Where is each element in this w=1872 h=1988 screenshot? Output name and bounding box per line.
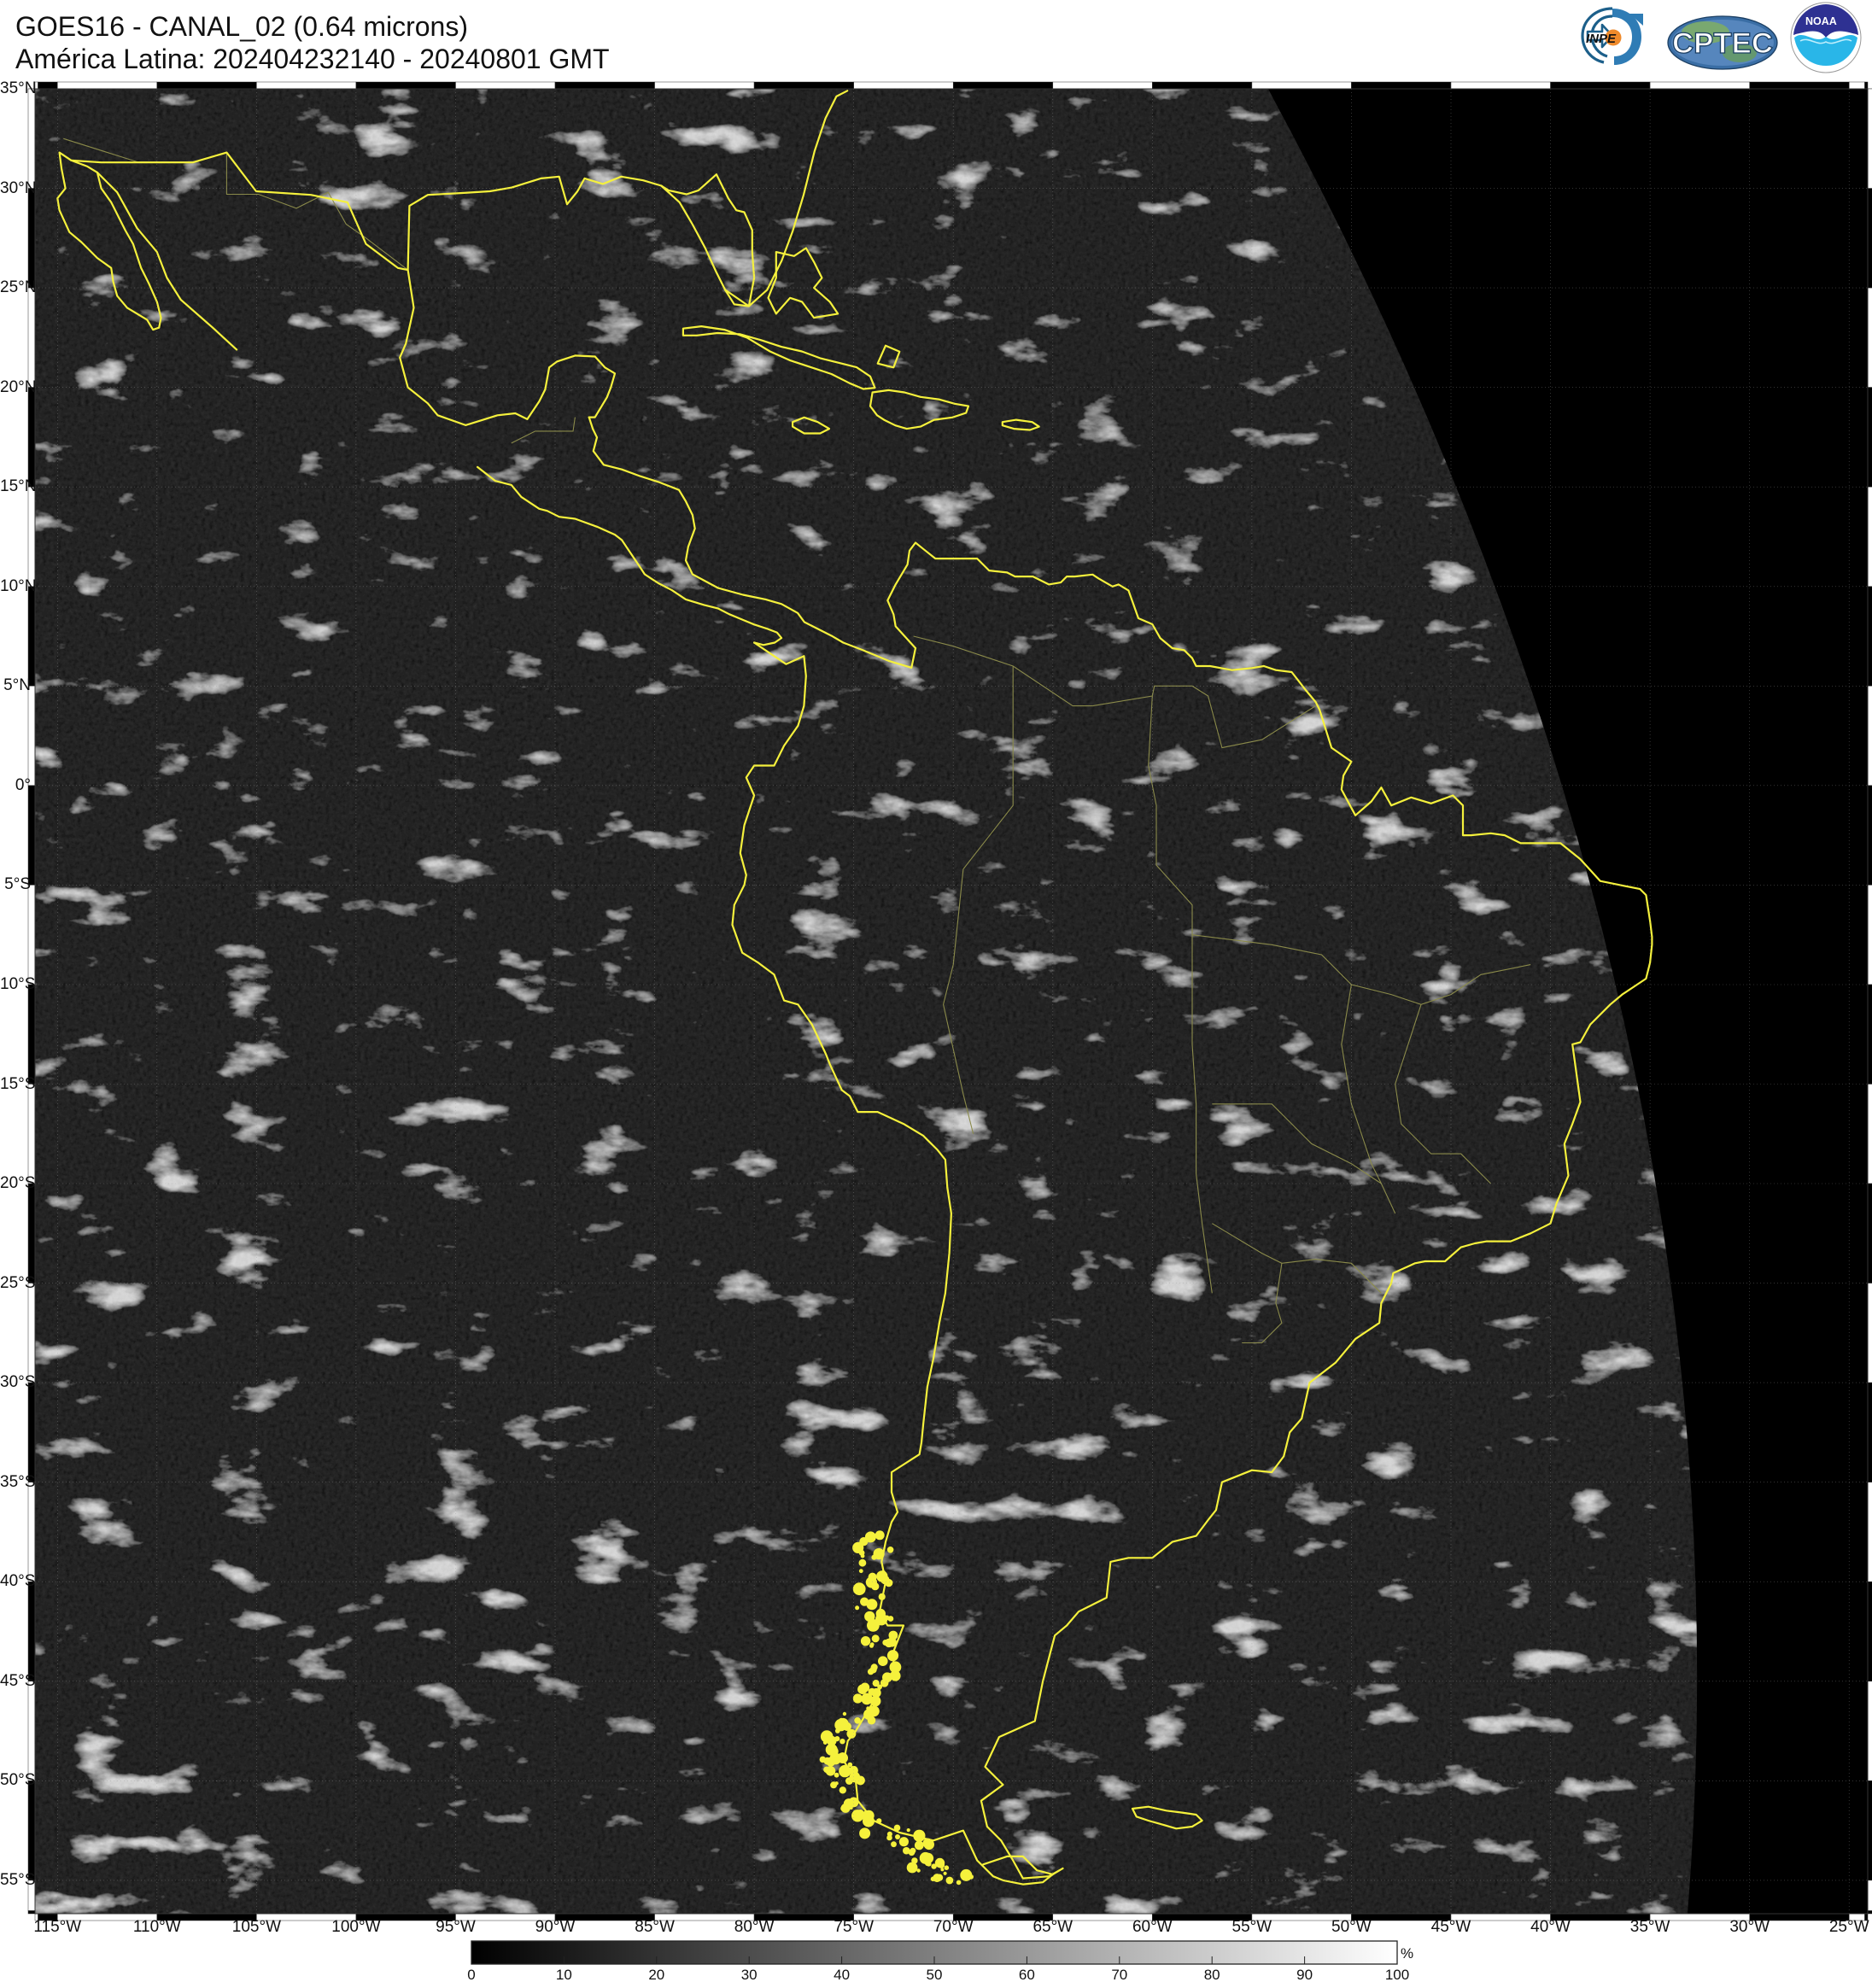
svg-text:INPE: INPE	[1586, 32, 1617, 46]
svg-text:CPTEC: CPTEC	[1672, 27, 1773, 60]
svg-text:NOAA: NOAA	[1805, 15, 1837, 27]
